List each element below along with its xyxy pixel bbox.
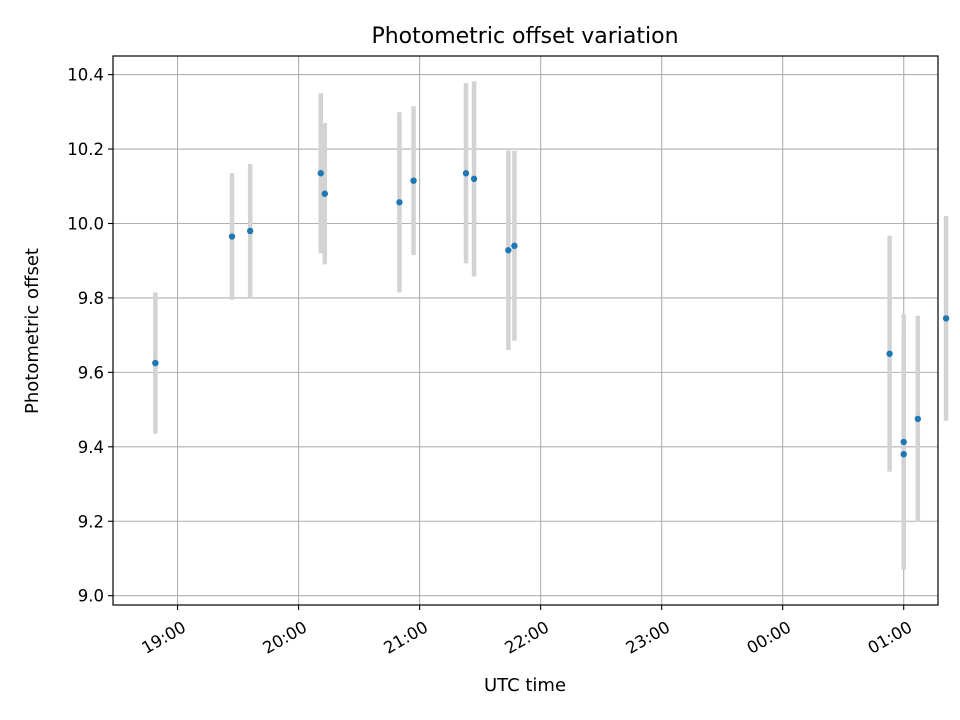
y-tick-label: 9.6 — [78, 363, 104, 382]
data-point — [942, 315, 950, 322]
data-point — [321, 190, 328, 197]
data-point — [505, 247, 512, 254]
data-point — [886, 350, 893, 357]
data-point — [246, 227, 254, 235]
y-axis-label: Photometric offset — [22, 248, 43, 414]
data-point — [317, 170, 324, 177]
y-tick-label: 10.0 — [67, 214, 104, 233]
data-point — [900, 438, 907, 446]
data-point — [914, 415, 922, 423]
y-tick-label: 9.0 — [78, 587, 104, 606]
y-tick-label: 10.2 — [67, 140, 104, 159]
data-points — [152, 170, 950, 458]
data-point — [470, 175, 478, 183]
data-point — [462, 170, 470, 177]
data-point — [900, 451, 907, 458]
data-point — [228, 233, 236, 240]
data-point — [511, 242, 518, 250]
x-axis-label: UTC time — [484, 675, 566, 696]
plot-frame — [112, 55, 939, 606]
grid — [113, 56, 938, 605]
y-tick-label: 9.4 — [78, 438, 104, 457]
data-point — [410, 177, 417, 184]
data-point — [152, 359, 159, 367]
chart-title: Photometric offset variation — [371, 24, 678, 49]
y-tick-label: 9.2 — [78, 512, 104, 531]
data-point — [396, 199, 403, 206]
plot-area — [113, 56, 938, 605]
y-axis: 9.0 9.2 9.4 9.6 9.8 10.0 10.2 10.4 — [67, 66, 113, 606]
y-tick-label: 9.8 — [78, 289, 104, 308]
y-tick-label: 10.4 — [67, 66, 104, 85]
